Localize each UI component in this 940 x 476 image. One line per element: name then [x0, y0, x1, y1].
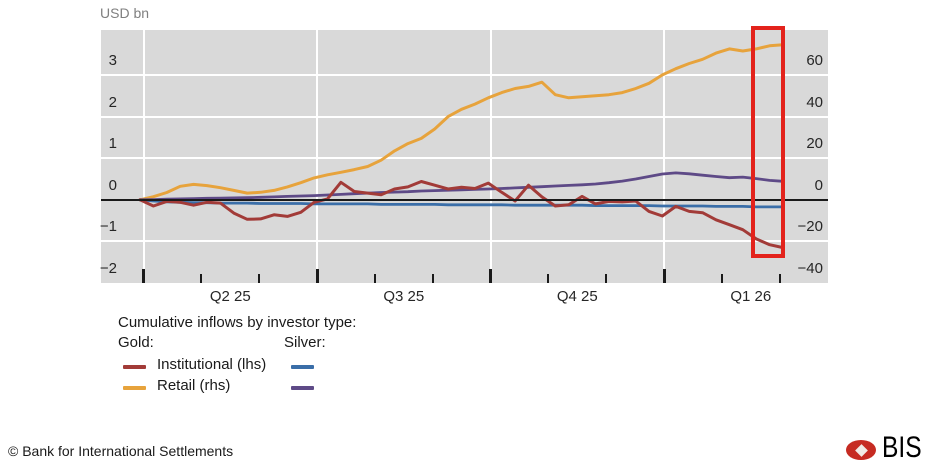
legend-swatch-gold-retail	[123, 386, 146, 390]
x-axis-major-tick	[489, 269, 492, 283]
chart-lines	[138, 43, 785, 250]
right-axis-tick-label: 20	[806, 135, 823, 153]
legend-label-institutional: Institutional (lhs)	[157, 356, 267, 373]
zero-baseline	[101, 198, 828, 201]
right-axis-tick-label: −40	[797, 260, 823, 277]
quarter-label: Q1 26	[730, 288, 772, 305]
bis-logo: BIS	[846, 431, 932, 464]
plot-area: 3 2 1 0 −1 −2 60 40 20 0 −20 −40	[100, 30, 828, 283]
quarter-label: Q3 25	[383, 288, 425, 305]
x-axis-minor-tick	[373, 274, 376, 283]
vertical-gridline	[316, 30, 318, 283]
x-axis-minor-tick	[605, 274, 608, 283]
x-axis-major-tick	[315, 269, 319, 283]
left-axis-tick-label: 3	[108, 51, 117, 69]
horizontal-gridline	[101, 240, 828, 243]
legend-swatch-silver-institutional	[291, 365, 314, 369]
series-line-gold-retail-rhs	[138, 43, 785, 202]
left-axis-tick-label: −1	[99, 218, 117, 236]
series-line-silver-retail-rhs	[138, 171, 785, 202]
legend-row-retail: Retail (rhs)	[118, 377, 538, 398]
horizontal-gridline	[101, 73, 828, 76]
legend-label-retail: Retail (rhs)	[157, 377, 231, 394]
quarter-label: Q4 25	[556, 288, 598, 305]
left-axis-tick-label: 0	[108, 176, 117, 194]
right-axis-tick-label: −20	[797, 218, 823, 236]
highlight-box-annotation	[751, 26, 785, 258]
bis-logo-mark	[846, 440, 876, 460]
x-axis-minor-tick	[200, 274, 203, 283]
x-axis-minor-tick	[547, 274, 550, 283]
vertical-gridline	[663, 30, 665, 283]
legend-swatch-silver-retail	[291, 386, 314, 390]
x-axis-minor-tick	[720, 274, 723, 283]
left-axis-tick-label: 1	[108, 135, 117, 153]
x-axis-minor-tick	[778, 274, 781, 283]
chart-legend: Cumulative inflows by investor type: Gol…	[118, 314, 538, 398]
x-axis-minor-tick	[431, 274, 434, 283]
axis-unit-label: USD bn	[100, 5, 150, 21]
x-axis-major-tick	[662, 269, 666, 283]
legend-swatch-gold-institutional	[123, 365, 146, 369]
left-axis-tick-label: −2	[99, 260, 117, 277]
bis-logo-text: BIS	[882, 431, 922, 464]
horizontal-gridline	[101, 115, 828, 118]
legend-title: Cumulative inflows by investor type:	[118, 314, 357, 331]
right-axis-tick-label: 60	[806, 51, 823, 69]
copyright-text: © Bank for International Settlements	[8, 443, 234, 459]
horizontal-gridline	[101, 157, 828, 160]
left-axis-tick-label: 2	[108, 93, 117, 111]
legend-group-silver: Silver:	[284, 334, 326, 351]
x-axis-major-tick	[142, 269, 145, 283]
x-axis-minor-tick	[258, 274, 261, 283]
right-axis-tick-label: 40	[806, 93, 823, 111]
legend-row-institutional: Institutional (lhs)	[118, 356, 538, 377]
quarter-label: Q2 25	[209, 288, 251, 305]
vertical-gridline	[142, 30, 145, 283]
series-line-gold-institutional-lhs	[138, 180, 785, 250]
bis-logo-diamond-icon	[854, 443, 868, 457]
right-axis-tick-label: 0	[814, 176, 823, 194]
series-line-silver-institutional-lhs	[138, 198, 785, 209]
legend-group-gold: Gold:	[118, 334, 154, 351]
vertical-gridline	[489, 30, 492, 283]
